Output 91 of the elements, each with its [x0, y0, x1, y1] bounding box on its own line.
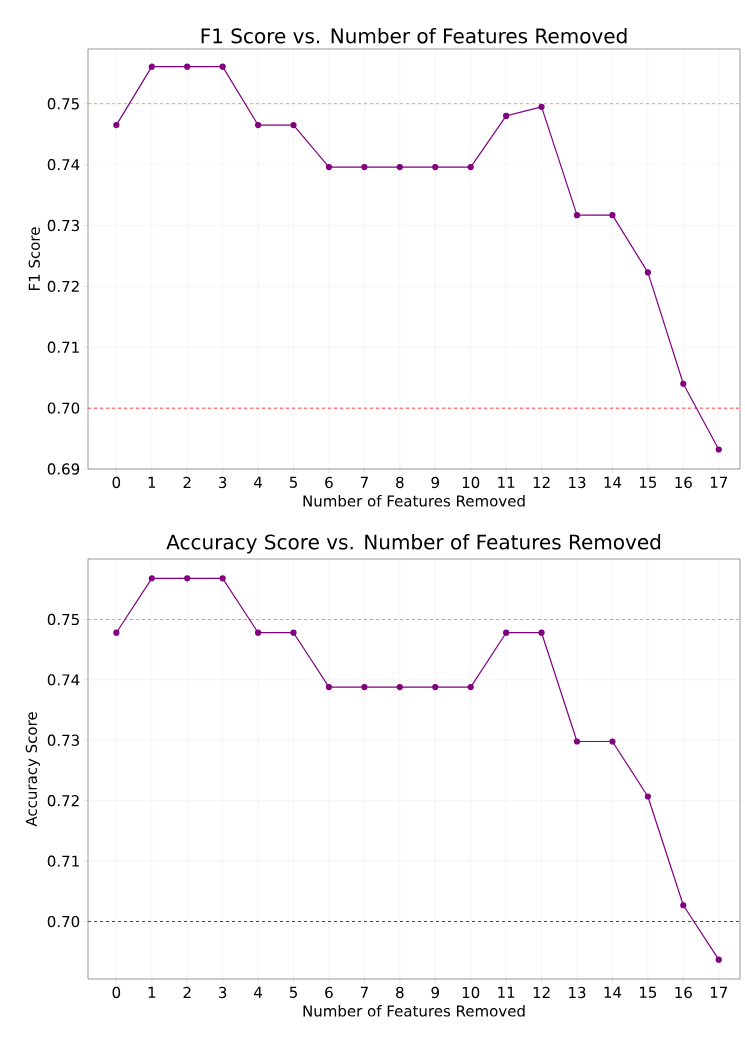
y-tick-label: 0.75: [47, 613, 79, 626]
point: [715, 956, 722, 963]
x-axis-title: Number of Features Removed: [303, 495, 525, 507]
point: [254, 121, 262, 129]
x-tick-label: 5: [289, 986, 297, 998]
point: [538, 103, 545, 110]
point: [609, 738, 616, 745]
x-tick-label: 15: [639, 476, 657, 488]
x-axis-title: Number of Features Removed: [303, 1005, 525, 1017]
point: [573, 212, 581, 219]
point: [184, 575, 191, 582]
x-tick-label: 14: [604, 476, 622, 488]
point: [361, 684, 368, 691]
point: [503, 112, 510, 120]
y-tick-label: 0.70: [47, 915, 80, 928]
point: [644, 269, 651, 276]
y-tick-label: 0.71: [47, 855, 79, 867]
point: [325, 163, 333, 171]
x-tick-label: 12: [533, 476, 550, 488]
point: [219, 575, 226, 582]
x-tick-label: 9: [431, 476, 439, 489]
point: [715, 446, 722, 453]
x-tick-label: 7: [360, 476, 368, 488]
x-tick-label: 17: [710, 476, 728, 488]
x-tick-label: 14: [604, 986, 622, 998]
point: [361, 163, 368, 171]
point: [113, 121, 120, 129]
x-tick-label: 13: [569, 986, 586, 999]
point: [573, 738, 581, 745]
point: [148, 63, 155, 70]
x-tick-label: 10: [462, 476, 480, 489]
point: [680, 380, 687, 387]
point: [396, 163, 403, 171]
x-tick-label: 0: [112, 986, 121, 999]
y-tick-label: 0.73: [47, 734, 79, 746]
x-tick-label: 0: [112, 476, 121, 489]
y-axis-title: Accuracy Score: [25, 712, 40, 827]
x-tick-label: 17: [710, 986, 728, 998]
chart-title: F1 Score vs. Number of Features Removed: [201, 27, 627, 44]
y-tick-label: 0.75: [47, 98, 79, 110]
point: [467, 684, 474, 691]
x-tick-label: 8: [396, 986, 404, 999]
point: [325, 684, 333, 691]
point: [538, 629, 545, 636]
point: [148, 575, 155, 582]
x-tick-label: 3: [219, 986, 227, 999]
point: [290, 121, 297, 129]
point: [396, 684, 403, 691]
x-tick-label: 10: [462, 986, 480, 999]
x-tick-label: 11: [498, 476, 515, 488]
x-tick-label: 13: [569, 476, 586, 489]
x-tick-label: 15: [639, 986, 657, 998]
y-tick-label: 0.74: [47, 674, 80, 686]
x-tick-label: 1: [148, 476, 156, 488]
x-tick-label: 7: [360, 986, 368, 998]
y-tick-label: 0.72: [47, 280, 79, 293]
x-tick-label: 4: [254, 986, 263, 998]
x-tick-label: 2: [183, 986, 191, 998]
point: [432, 163, 439, 171]
x-tick-label: 2: [183, 476, 191, 488]
y-tick-label: 0.69: [47, 463, 80, 475]
point: [680, 902, 687, 909]
x-tick-label: 12: [533, 986, 550, 998]
x-tick-label: 8: [396, 476, 404, 489]
point: [219, 63, 226, 70]
x-tick-label: 5: [289, 476, 297, 488]
point: [432, 684, 439, 691]
point: [113, 629, 120, 636]
y-tick-label: 0.70: [47, 402, 80, 414]
x-tick-label: 6: [325, 476, 333, 489]
y-tick-label: 0.72: [47, 795, 79, 807]
point: [644, 793, 651, 800]
point: [503, 629, 510, 636]
point: [184, 63, 191, 70]
x-tick-label: 1: [148, 986, 156, 998]
x-tick-label: 9: [431, 986, 439, 999]
y-axis-title: F1 Score: [28, 227, 40, 290]
y-tick-label: 0.74: [47, 158, 80, 171]
y-tick-label: 0.73: [47, 219, 79, 232]
x-tick-label: 6: [325, 986, 333, 999]
x-tick-label: 11: [498, 986, 515, 998]
y-tick-label: 0.71: [47, 341, 79, 353]
x-tick-label: 4: [254, 476, 263, 488]
point: [254, 629, 262, 636]
x-tick-label: 16: [675, 476, 692, 489]
chart-title: Accuracy Score vs. Number of Features Removed: [166, 534, 661, 554]
point: [467, 163, 474, 171]
point: [290, 629, 297, 636]
x-tick-label: 16: [675, 986, 692, 999]
point: [609, 212, 616, 219]
x-tick-label: 3: [219, 476, 227, 489]
